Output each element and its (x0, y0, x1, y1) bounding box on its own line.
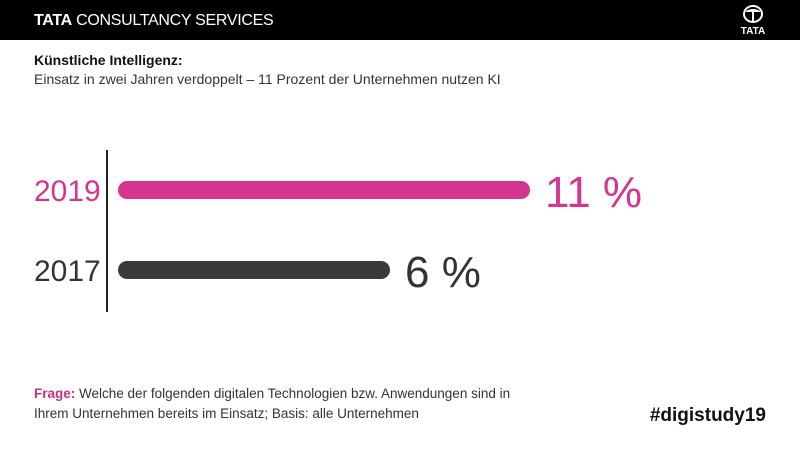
chart-subtitle: Einsatz in zwei Jahren verdoppelt – 11 P… (34, 71, 501, 87)
category-label: 2019 (34, 175, 101, 208)
question-label: Frage: (34, 386, 76, 401)
tata-logo: TATA (736, 5, 770, 37)
footnote: Frage: Welche der folgenden digitalen Te… (34, 384, 514, 424)
brand-bold: TATA (34, 12, 72, 29)
question-text: Welche der folgenden digitalen Technolog… (34, 386, 511, 421)
logo-text: TATA (740, 26, 766, 37)
value-label: 6 % (405, 248, 481, 297)
tata-logo-icon (743, 5, 763, 23)
brand-rest: CONSULTANCY SERVICES (76, 12, 274, 29)
category-label: 2017 (34, 255, 101, 288)
bar-2017 (118, 261, 390, 279)
hashtag: #digistudy19 (649, 405, 766, 426)
chart-title: Künstliche Intelligenz: (34, 52, 183, 68)
bar-2019 (118, 181, 530, 199)
header-bar: TATA CONSULTANCY SERVICES TATA (0, 0, 800, 40)
brand-name: TATA CONSULTANCY SERVICES (34, 12, 274, 30)
value-label: 11 % (545, 168, 642, 217)
